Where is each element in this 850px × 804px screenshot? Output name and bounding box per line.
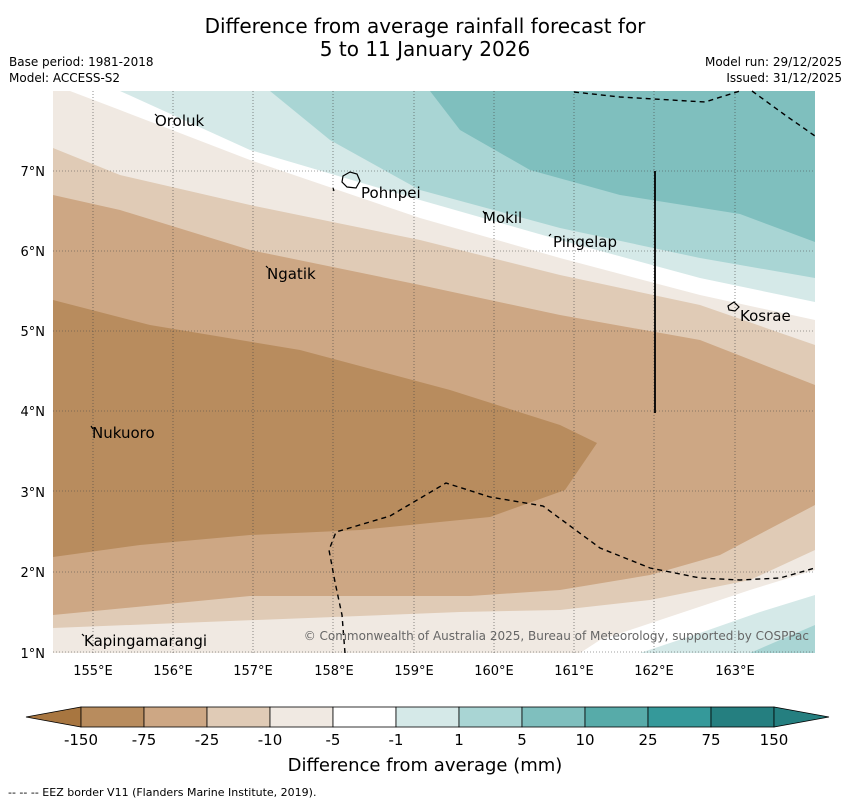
eez-border	[328, 90, 816, 654]
colorbar-segment	[584, 706, 649, 728]
contour-teal-se-inner	[750, 625, 815, 653]
label-ngatik: Ngatik	[267, 265, 316, 283]
contour-fills	[53, 91, 815, 653]
lon-label: 158°E	[314, 664, 354, 679]
contour-10-to-25	[430, 91, 815, 242]
copyright-notice: © Commonwealth of Australia 2025, Bureau…	[304, 629, 809, 643]
colorbar-segment	[458, 706, 523, 728]
contour-teal-se	[640, 595, 815, 653]
colorbar-tick-label: -150	[64, 731, 98, 749]
label-kapingamarangi: Kapingamarangi	[84, 632, 207, 650]
lat-label: 5°N	[21, 325, 46, 340]
lat-label: 2°N	[21, 566, 46, 581]
colorbar-segment	[269, 706, 334, 728]
issued-date: Issued: 31/12/2025	[726, 71, 842, 85]
colorbar-segment	[332, 706, 397, 728]
colorbar-extend-high	[773, 706, 830, 728]
colorbar-segment	[80, 706, 145, 728]
lon-label: 162°E	[634, 664, 674, 679]
colorbar-tick-label: -5	[326, 731, 341, 749]
lat-label: 3°N	[21, 486, 46, 501]
colorbar-segment	[647, 706, 712, 728]
longitude-labels: 155°E 156°E 157°E 158°E 159°E 160°E 161°…	[73, 664, 755, 679]
colorbar	[25, 706, 830, 728]
label-nukuoro: Nukuoro	[92, 424, 155, 442]
place-labels: Oroluk Pohnpei Mokil Pingelap Ngatik Kos…	[84, 112, 791, 650]
colorbar-tick-label: 25	[638, 731, 657, 749]
colorbar-tick-label: -1	[389, 731, 404, 749]
colorbar-segment	[206, 706, 271, 728]
label-kosrae: Kosrae	[740, 307, 791, 325]
colorbar-segment	[710, 706, 775, 728]
colorbar-tick-label: -75	[132, 731, 157, 749]
lon-label: 157°E	[233, 664, 273, 679]
colorbar-segment	[521, 706, 586, 728]
kosrae-island-shape	[727, 301, 740, 312]
lon-label: 155°E	[73, 664, 113, 679]
colorbar-tick-label: -10	[258, 731, 283, 749]
label-pohnpei: Pohnpei	[361, 184, 421, 202]
eez-footnote: -- -- -- EEZ border V11 (Flanders Marine…	[8, 786, 317, 799]
colorbar-segment	[143, 706, 208, 728]
colorbar-tick-label: 5	[517, 731, 527, 749]
colorbar-tick-label: 150	[760, 731, 789, 749]
colorbar-segment	[395, 706, 460, 728]
model-run: Model run: 29/12/2025	[704, 55, 842, 69]
lon-label: 159°E	[394, 664, 434, 679]
lat-label: 4°N	[21, 405, 46, 420]
colorbar-title: Difference from average (mm)	[287, 755, 563, 776]
colorbar-tick-label: 75	[701, 731, 720, 749]
pohnpei-island-shape	[341, 171, 361, 189]
title-line-1: Difference from average rainfall forecas…	[204, 14, 646, 38]
lat-label: 7°N	[21, 165, 46, 180]
colorbar-tick-label: -25	[195, 731, 220, 749]
grid-lines	[53, 91, 815, 653]
colorbar-extend-low	[25, 706, 82, 728]
lon-label: 156°E	[153, 664, 193, 679]
latitude-labels: 7°N 6°N 5°N 4°N 3°N 2°N 1°N	[21, 165, 46, 662]
label-oroluk: Oroluk	[155, 112, 204, 130]
lon-label: 161°E	[554, 664, 594, 679]
lon-label: 160°E	[474, 664, 514, 679]
islands	[81, 113, 740, 637]
title-line-2: 5 to 11 January 2026	[319, 37, 531, 61]
contour-neg25-to-neg75	[53, 300, 597, 557]
colorbar-tick-label: 10	[575, 731, 594, 749]
base-period: Base period: 1981-2018	[9, 55, 154, 69]
colorbar-tick-label: 1	[454, 731, 464, 749]
label-pingelap: Pingelap	[553, 233, 617, 251]
lat-label: 1°N	[21, 647, 46, 662]
colorbar-labels: -150 -75 -25 -10 -5 -1 1 5 10 25 75 150	[64, 731, 788, 749]
lon-label: 163°E	[715, 664, 755, 679]
label-mokil: Mokil	[483, 209, 522, 227]
model-name: Model: ACCESS-S2	[9, 71, 121, 85]
lat-label: 6°N	[21, 245, 46, 260]
